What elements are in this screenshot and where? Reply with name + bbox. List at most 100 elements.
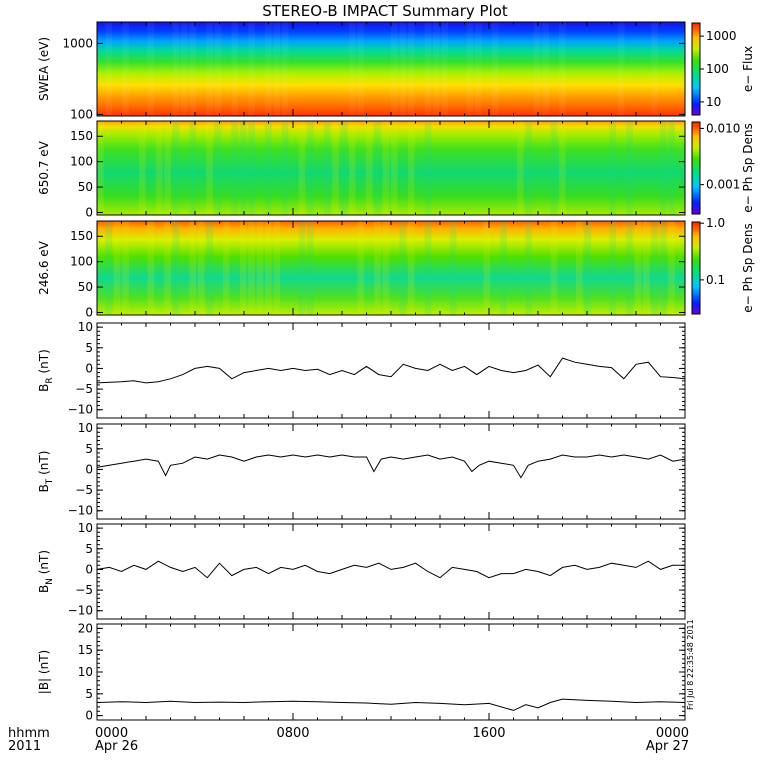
br-series-line — [96, 357, 686, 384]
pad650-heatmap-streak — [248, 121, 255, 215]
bn-ytick-label: −10 — [68, 604, 93, 618]
swea-heatmap-streak — [441, 22, 449, 116]
pad246-heatmap-streak — [500, 221, 507, 315]
pad650-heatmap-streak — [382, 121, 390, 215]
bt-ytick-label: −5 — [75, 483, 93, 497]
swea-heatmap-streak — [147, 22, 155, 116]
time-tick-label-hhmm: 0800 — [276, 726, 309, 741]
time-axis-hhmm-label: hhmm — [8, 726, 50, 741]
bmag-ytick-label: 0 — [85, 709, 93, 723]
swea-heatmap-streak — [281, 22, 289, 116]
pad246-heatmap-streak — [483, 221, 491, 315]
bt-ylabel-unit: (nT) — [37, 451, 51, 479]
pad650-heatmap-streak — [214, 121, 222, 215]
generation-timestamp: Fri Jul 8 22:35:48 2011 — [686, 619, 695, 710]
bn-ytick-label: −5 — [75, 583, 93, 597]
pad650-ylabel: 650.7 eV — [37, 140, 51, 195]
br-ytick-label: 5 — [85, 341, 93, 355]
pad650-heatmap-streak — [281, 121, 289, 215]
pad650-colorbar — [691, 121, 701, 215]
pad246-heatmap-streak — [164, 221, 171, 315]
pad246-heatmap-streak — [113, 221, 121, 315]
swea-heatmap-streak — [214, 22, 222, 116]
pad650-heatmap-streak — [407, 121, 415, 215]
time-tick-label-date: Apr 26 — [95, 739, 138, 754]
pad650-heatmap-streak — [340, 121, 348, 215]
swea-heatmap-streak — [265, 22, 272, 116]
br-ytick-label: −10 — [68, 403, 93, 417]
bmag-frame — [96, 623, 686, 721]
pad650-heatmap-streak — [97, 121, 104, 215]
pad650-heatmap-streak — [365, 121, 373, 215]
swea-colorbar-tick-label: 100 — [706, 62, 729, 76]
pad246-colorbar-tick-label: 1.0 — [706, 216, 725, 230]
br-ylabel-unit: (nT) — [37, 349, 51, 377]
pad246-heatmap-streak — [298, 221, 306, 315]
pad246-heatmap-streak — [449, 221, 457, 315]
pad246-heatmap-streak — [105, 221, 113, 315]
pad246-heatmap-streak — [374, 221, 381, 315]
panel-bn: −10 −5 0 5 10 BN (nT) — [37, 521, 686, 620]
pad246-heatmap-streak — [122, 221, 129, 315]
swea-heatmap-streak — [559, 22, 566, 116]
pad650-heatmap-streak — [139, 121, 146, 215]
time-tick-label-hhmm: 0000 — [656, 726, 689, 741]
pad650-heatmap-streak — [298, 121, 306, 215]
pad246-heatmap-streak — [659, 221, 667, 315]
bmag-ylabel: |B| (nT) — [37, 650, 51, 694]
pad650-heatmap-streak — [659, 121, 667, 215]
pad246-heatmap-streak — [256, 221, 264, 315]
swea-heatmap-streak — [248, 22, 255, 116]
panel-pad650: 0.001 0.010 e− Ph Sp Dens 0 50 100 150 650.7 eV — [37, 120, 755, 219]
pad650-heatmap-streak — [349, 121, 356, 215]
bt-ylabel: BT (nT) — [37, 451, 55, 493]
pad650-heatmap-streak — [307, 121, 314, 215]
pad246-ylabel: 246.6 eV — [37, 240, 51, 295]
bt-ytick-label: −10 — [68, 504, 93, 518]
pad246-heatmap-streak — [357, 221, 365, 315]
pad650-heatmap-streak — [206, 121, 213, 215]
pad650-heatmap-streak — [668, 121, 675, 215]
pad650-ytick-label: 150 — [70, 129, 93, 143]
bmag-series-line — [96, 698, 686, 711]
swea-heatmap-streak — [181, 22, 188, 116]
bn-ylabel-sub: N — [45, 578, 55, 585]
swea-colorbar-label: e− Flux — [741, 46, 755, 92]
pad246-heatmap-streak — [424, 221, 432, 315]
pad246-heatmap-streak — [265, 221, 272, 315]
pad246-heatmap-streak — [172, 221, 180, 315]
panel-br: −10 −5 0 5 10 BR (nT) — [37, 320, 686, 419]
pad650-heatmap-streak — [609, 121, 617, 215]
swea-heatmap-streak — [105, 22, 113, 116]
pad650-ytick-label: 50 — [78, 180, 93, 194]
pad246-heatmap-streak — [575, 221, 583, 315]
pad650-heatmap-streak — [374, 121, 381, 215]
bmag-ytick-label: 20 — [78, 621, 93, 635]
bn-ylabel-unit: (nT) — [37, 550, 51, 578]
pad246-colorbar-label: e− Ph Sp Dens — [741, 223, 755, 312]
pad650-heatmap-streak — [391, 121, 398, 215]
pad246-heatmap-streak — [239, 221, 247, 315]
pad246-heatmap-streak — [609, 221, 617, 315]
swea-heatmap-streak — [533, 22, 541, 116]
pad650-colorbar-label: e− Ph Sp Dens — [741, 123, 755, 212]
pad246-heatmap-streak — [407, 221, 415, 315]
time-tick-label-date: Apr 27 — [646, 739, 689, 754]
swea-heatmap-streak — [617, 22, 625, 116]
swea-heatmap-streak — [231, 22, 239, 116]
bn-ytick-label: 10 — [78, 521, 93, 535]
panel-bmag: 0 5 10 15 20 |B| (nT) — [37, 621, 686, 723]
swea-heatmap-streak — [466, 22, 474, 116]
pad246-colorbar-tick-label: 0.1 — [706, 273, 725, 287]
pad246-heatmap-streak — [382, 221, 390, 315]
pad650-heatmap-streak — [323, 121, 331, 215]
swea-heatmap-streak — [651, 22, 659, 116]
figure-title: STEREO-B IMPACT Summary Plot — [262, 2, 508, 20]
pad650-heatmap-streak — [164, 121, 171, 215]
panel-pad246: 0.1 1.0 e− Ph Sp Dens 0 50 100 150 246.6 eV — [37, 216, 755, 319]
br-ytick-label: 0 — [85, 361, 93, 375]
pad650-heatmap-streak — [172, 121, 180, 215]
pad246-heatmap-streak — [668, 221, 675, 315]
